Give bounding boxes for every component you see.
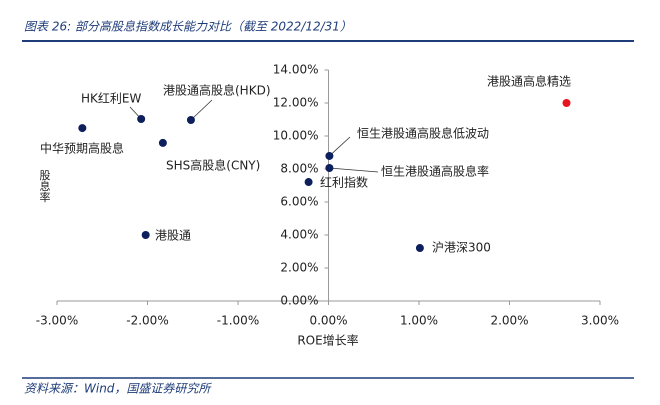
point-label: 沪港深300	[432, 241, 491, 255]
y-tick-label: 10.00%	[273, 129, 319, 143]
point	[562, 99, 571, 107]
x-axis-title: ROE增长率	[297, 333, 358, 348]
y-tick-label: 2.00%	[280, 261, 318, 275]
x-tick-label: 2.00%	[490, 314, 528, 328]
point-label: SHS高股息(CNY)	[166, 158, 260, 173]
y-tick-label: 8.00%	[280, 162, 318, 176]
x-tick-label: -2.00%	[126, 314, 168, 328]
point-label: 港股通高息精选	[487, 74, 571, 89]
x-tick-label: -3.00%	[36, 314, 78, 328]
point-label: 恒生港股通高股息低波动	[357, 126, 489, 141]
point-label: 红利指数	[320, 175, 368, 190]
leader-line	[329, 167, 379, 173]
source-note: 资料来源：Wind，国盛证券研究所	[24, 382, 212, 396]
y-tick-label: 4.00%	[280, 228, 318, 242]
leader-line	[190, 99, 213, 121]
x-tick-label: -1.00%	[217, 314, 259, 328]
y-tick-label: 6.00%	[280, 195, 318, 209]
x-tick-label: 1.00%	[400, 314, 438, 328]
y-tick-label: 0.00%	[280, 294, 318, 308]
point-label: 恒生港股通高股息率	[381, 164, 489, 179]
point-label: 港股通高股息(HKD)	[163, 83, 271, 98]
leader-line	[329, 136, 351, 157]
chart-title: 图表 26: 部分高股息指数成长能力对比（截至 2022/12/31）	[24, 20, 352, 34]
point	[325, 151, 334, 160]
point	[137, 115, 146, 124]
point-label: HK红利EW	[81, 91, 141, 106]
point	[186, 115, 195, 124]
point	[158, 138, 167, 147]
point	[415, 244, 424, 253]
y-tick-label: 12.00%	[273, 96, 319, 110]
point	[325, 164, 334, 173]
point	[304, 178, 313, 187]
point	[78, 124, 87, 133]
point-label: 中华预期高股息	[40, 141, 124, 156]
x-tick-label: 0.00%	[309, 314, 347, 328]
point-label: 港股通	[155, 229, 191, 243]
point	[141, 231, 150, 239]
x-tick-label: 3.00%	[581, 314, 619, 328]
y-axis-title: 股息率	[38, 169, 51, 203]
y-tick-label: 14.00%	[273, 63, 319, 77]
